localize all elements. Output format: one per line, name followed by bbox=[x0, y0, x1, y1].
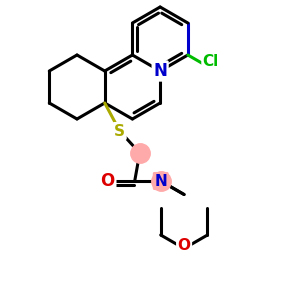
Text: N: N bbox=[153, 62, 167, 80]
Circle shape bbox=[132, 145, 148, 161]
Text: S: S bbox=[114, 124, 125, 139]
Text: N: N bbox=[154, 173, 167, 188]
Text: Cl: Cl bbox=[202, 55, 218, 70]
Text: O: O bbox=[178, 238, 190, 253]
Text: O: O bbox=[100, 172, 115, 190]
